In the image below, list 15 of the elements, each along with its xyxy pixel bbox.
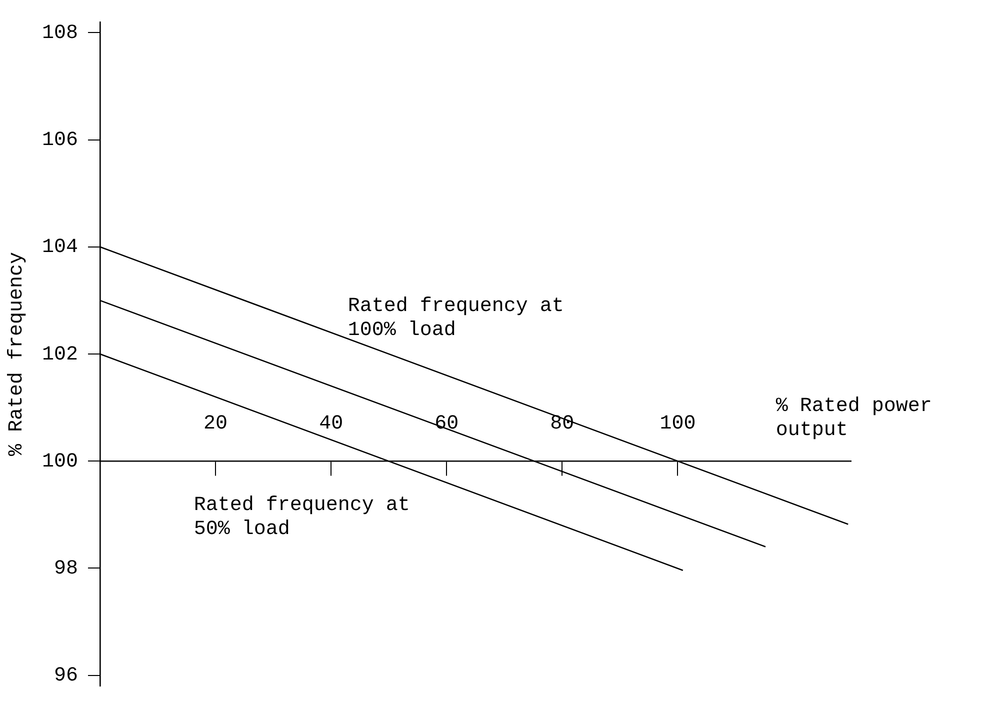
y-tick-label: 104 xyxy=(42,236,78,260)
y-tick-label: 102 xyxy=(42,343,78,366)
y-tick-label: 96 xyxy=(54,664,78,688)
y-tick-label: 100 xyxy=(42,450,78,474)
x-tick-label: 20 xyxy=(204,412,228,436)
y-axis-title: % Rated frequency xyxy=(5,252,28,456)
y-tick-label: 108 xyxy=(42,22,78,46)
x-axis-title: % Rated power output xyxy=(776,395,932,442)
y-tick-label: 106 xyxy=(42,129,78,152)
annotation: Rated frequency at 50% load xyxy=(194,494,410,542)
x-tick-label: 100 xyxy=(660,412,696,436)
annotation: Rated frequency at 100% load xyxy=(348,294,564,342)
x-tick-label: 60 xyxy=(434,412,459,436)
y-tick-label: 98 xyxy=(54,557,78,580)
x-tick-label: 40 xyxy=(319,412,344,436)
